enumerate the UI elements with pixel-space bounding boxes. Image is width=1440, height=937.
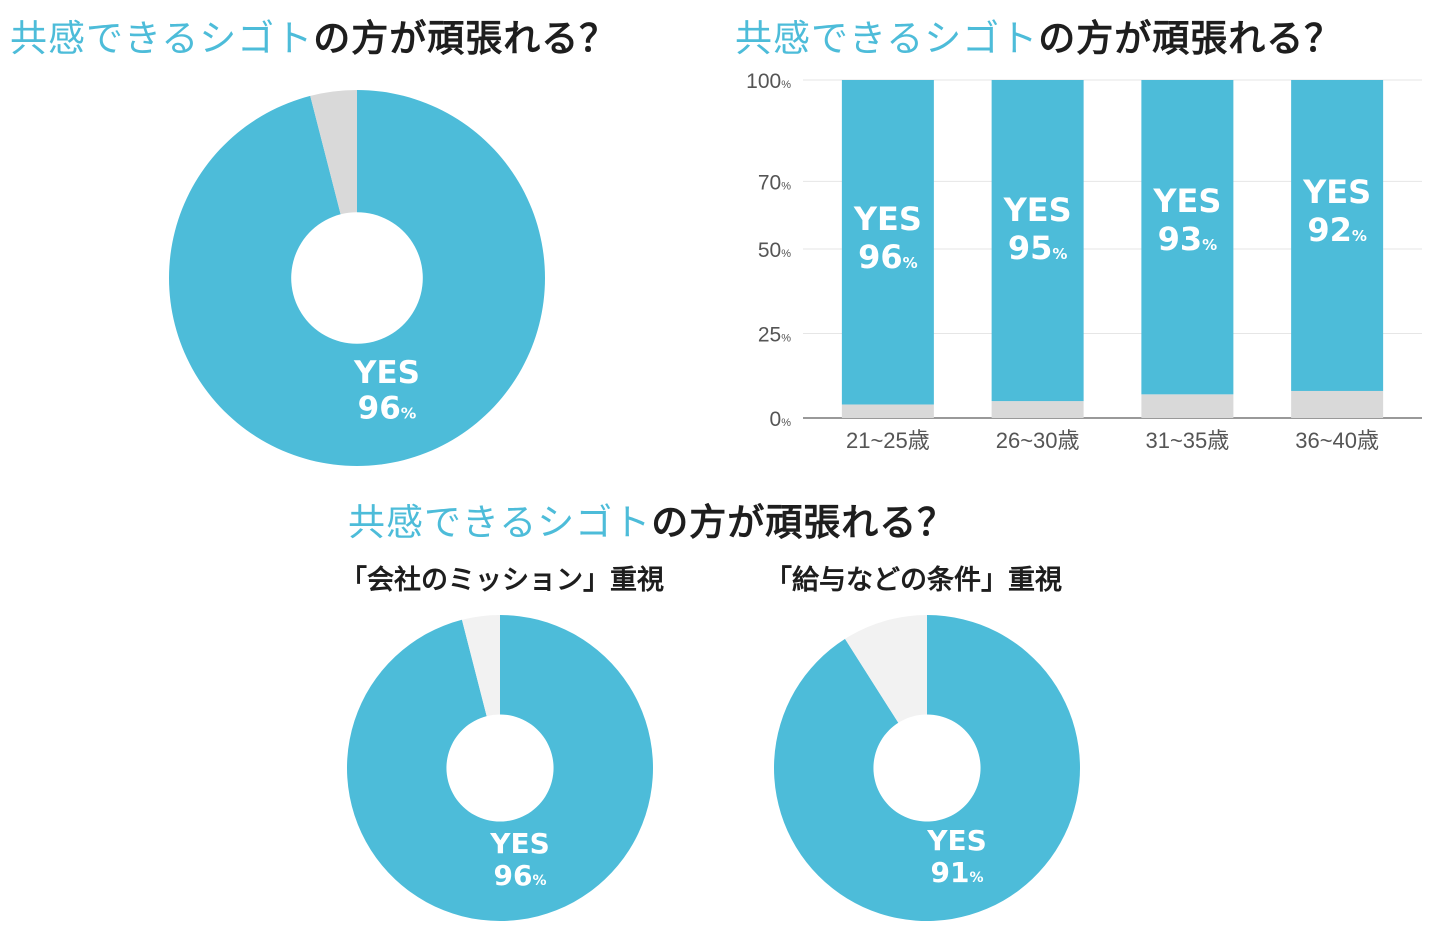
bar-segment-yes (1291, 80, 1384, 391)
y-tick-label: 0% (770, 408, 792, 431)
bar-segment-yes (991, 80, 1084, 402)
stacked-bar-chart-by-age: 0%25%50%70%100%YES96%21~25歳YES95%26~30歳Y… (746, 70, 1422, 453)
y-tick-unit: % (781, 417, 791, 429)
donut-slice-yes (168, 90, 545, 466)
bar-segment-yes (1141, 80, 1234, 395)
bar-segment-no (841, 404, 934, 418)
bar-yes-label: YES (1152, 182, 1221, 220)
title-rest: の方が頑張れる？ (1038, 17, 1343, 60)
subtitle-mission: 「会社のミッション」重視 (340, 565, 664, 596)
donut-yes-label: YES (926, 824, 987, 857)
title-top-left: 共感できるシゴトの方が頑張れる？ (10, 8, 617, 62)
subtitle-salary: 「給与などの条件」重視 (765, 565, 1062, 596)
donut-slice-no (310, 90, 357, 215)
title-top-right: 共感できるシゴトの方が頑張れる？ (735, 8, 1342, 62)
bar-yes-unit: % (1352, 227, 1367, 245)
y-tick-unit: % (781, 180, 791, 192)
title-rest: の方が頑張れる？ (651, 501, 956, 544)
bar-yes-label: YES (1003, 191, 1072, 229)
title-rest: の方が頑張れる？ (313, 17, 618, 60)
title-accent: 共感できるシゴト (10, 17, 314, 60)
bar-yes-label: YES (853, 200, 922, 238)
donut-yes-value: 91% (931, 856, 984, 889)
x-tick-label: 31~35歳 (1145, 428, 1229, 453)
bar-yes-unit: % (1202, 236, 1217, 254)
donut-slice-yes (774, 615, 1080, 921)
bar-yes-unit: % (1052, 245, 1067, 263)
y-tick-label: 50% (758, 239, 791, 262)
y-tick-label: 25% (758, 324, 791, 347)
title-accent: 共感できるシゴト (348, 501, 652, 544)
y-tick-unit: % (781, 248, 791, 260)
donut-yes-unit: % (532, 873, 546, 889)
x-tick-label: 21~25歳 (846, 428, 930, 453)
donut-yes-unit: % (969, 870, 983, 886)
bar-segment-no (1141, 394, 1234, 418)
bar-segment-no (991, 401, 1084, 418)
donut-yes-label: YES (489, 827, 550, 860)
donut-slice-no (845, 615, 927, 723)
y-tick-label: 100% (746, 70, 791, 93)
bar-yes-label: YES (1302, 173, 1371, 211)
title-accent: 共感できるシゴト (735, 17, 1039, 60)
y-tick-label: 70% (758, 171, 791, 194)
donut-slice-yes (346, 615, 653, 921)
donut-yes-label: YES (353, 355, 420, 391)
bar-segment-no (1291, 390, 1384, 418)
donut-slice-no (461, 615, 500, 717)
bar-segment-yes (841, 80, 934, 405)
donut-yes-unit: % (401, 405, 417, 423)
x-tick-label: 36~40歳 (1295, 428, 1379, 453)
y-tick-unit: % (781, 333, 791, 345)
x-tick-label: 26~30歳 (996, 428, 1080, 453)
title-bottom: 共感できるシゴトの方が頑張れる？ (348, 492, 955, 546)
y-tick-unit: % (781, 79, 791, 91)
bar-yes-unit: % (903, 254, 918, 272)
